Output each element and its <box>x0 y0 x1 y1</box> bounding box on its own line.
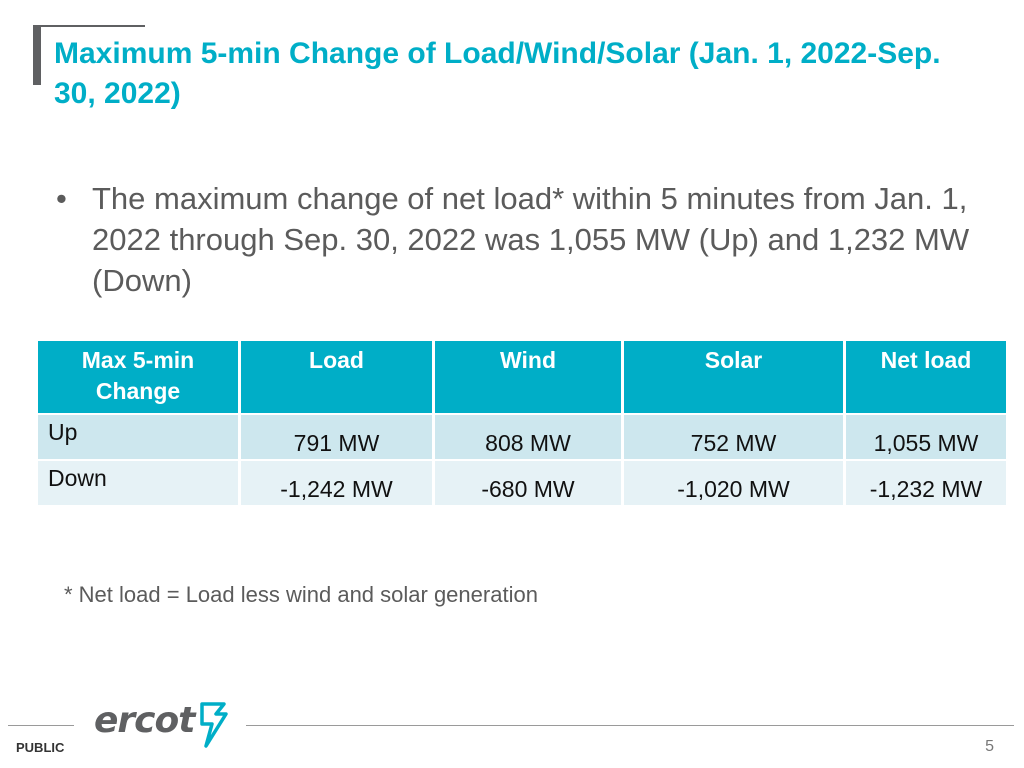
table-header-row: Max 5-min Change Load Wind Solar Net loa… <box>38 341 1006 413</box>
cell-up-net-load: 1,055 MW <box>846 415 1006 459</box>
cell-up-wind: 808 MW <box>435 415 621 459</box>
header-max-change: Max 5-min Change <box>38 341 238 413</box>
bullet-marker: • <box>56 181 67 216</box>
footnote: * Net load = Load less wind and solar ge… <box>64 582 538 607</box>
bullet-text: The maximum change of net load* within 5… <box>92 181 970 298</box>
footer-rule-left <box>8 725 74 726</box>
title-top-rule <box>33 25 145 27</box>
header-load: Load <box>241 341 432 413</box>
header-net-load: Net load <box>846 341 1006 413</box>
row-label-up: Up <box>38 415 238 459</box>
classification-label: PUBLIC <box>16 740 65 755</box>
footer-rule-right <box>246 725 1014 726</box>
header-wind: Wind <box>435 341 621 413</box>
title-accent-bar <box>33 25 41 85</box>
cell-down-wind: -680 MW <box>435 461 621 505</box>
header-solar: Solar <box>624 341 843 413</box>
max-change-table: Max 5-min Change Load Wind Solar Net loa… <box>35 339 1009 507</box>
table-row: Up 791 MW 808 MW 752 MW 1,055 MW <box>38 415 1006 459</box>
cell-up-solar: 752 MW <box>624 415 843 459</box>
cell-down-net-load: -1,232 MW <box>846 461 1006 505</box>
ercot-logo: ercot <box>94 700 234 750</box>
cell-down-solar: -1,020 MW <box>624 461 843 505</box>
row-label-down: Down <box>38 461 238 505</box>
table-row: Down -1,242 MW -680 MW -1,020 MW -1,232 … <box>38 461 1006 505</box>
lightning-bolt-icon <box>200 702 228 748</box>
logo-wordmark: ercot <box>94 700 195 741</box>
cell-up-load: 791 MW <box>241 415 432 459</box>
slide-title: Maximum 5-min Change of Load/Wind/Solar … <box>54 37 941 110</box>
cell-down-load: -1,242 MW <box>241 461 432 505</box>
page-number: 5 <box>985 738 994 755</box>
